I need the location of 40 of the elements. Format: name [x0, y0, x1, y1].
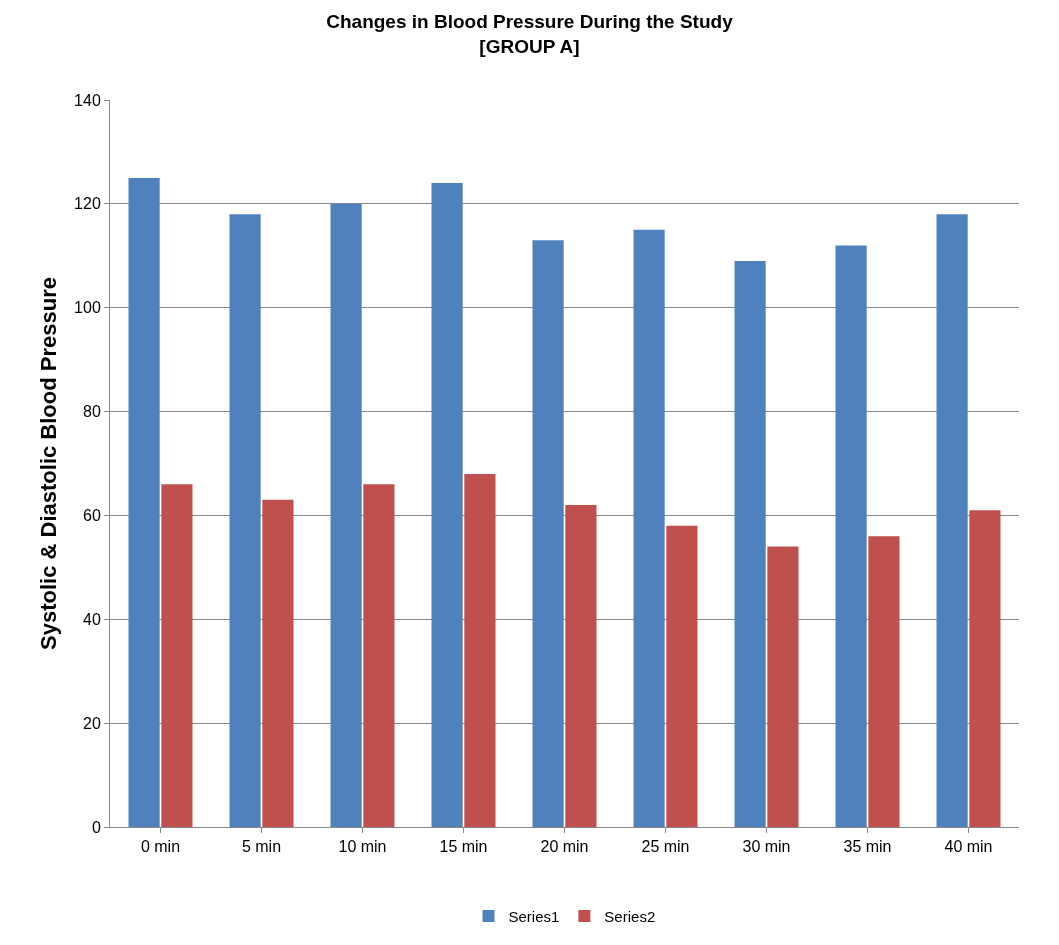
bar: [161, 484, 193, 827]
bar: [464, 473, 496, 827]
x-tick-label: 40 min: [944, 838, 993, 856]
chart-subtitle: [GROUP A]: [479, 36, 580, 58]
bar: [229, 214, 261, 827]
y-tick-label: 80: [83, 403, 101, 421]
bar: [969, 510, 1001, 827]
bar: [767, 546, 799, 827]
bar: [666, 525, 698, 827]
legend-label: Series1: [508, 907, 560, 925]
y-tick-label: 120: [74, 195, 101, 213]
y-tick-label: 0: [91, 818, 101, 836]
x-tick-label: 10 min: [338, 838, 387, 856]
y-tick-label: 40: [83, 610, 101, 628]
x-tick-label: 0 min: [140, 838, 181, 856]
bar: [936, 214, 968, 827]
x-tick-label: 15 min: [439, 838, 488, 856]
y-tick-label: 20: [83, 714, 101, 732]
chart-title: Changes in Blood Pressure During the Study: [326, 11, 734, 33]
y-tick-label: 140: [74, 91, 101, 109]
bar: [868, 536, 900, 827]
bar: [734, 260, 766, 827]
bar: [128, 177, 160, 827]
bar: [363, 484, 395, 827]
y-axis-title: Systolic & Diastolic Blood Pressure: [36, 277, 61, 650]
x-tick-label: 25 min: [641, 838, 690, 856]
x-tick-label: 30 min: [742, 838, 791, 856]
bar: [431, 183, 463, 827]
bar: [532, 240, 564, 827]
bar: [565, 505, 597, 827]
x-tick-label: 35 min: [843, 838, 892, 856]
x-tick-label: 5 min: [241, 838, 282, 856]
y-tick-label: 60: [83, 507, 101, 525]
bar: [330, 203, 362, 827]
bar: [835, 245, 867, 827]
bar: [633, 229, 665, 827]
y-tick-label: 100: [74, 299, 101, 317]
x-tick-label: 20 min: [540, 838, 589, 856]
legend-label: Series2: [604, 907, 656, 925]
bar: [262, 499, 294, 827]
